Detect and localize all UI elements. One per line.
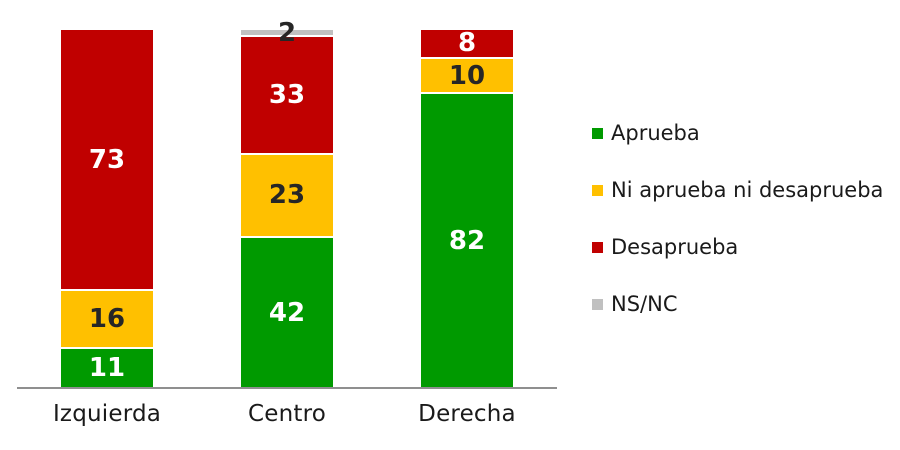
segment-aprueba: 82 [421,94,513,388]
plot-area: 11 16 73 42 23 33 2 82 10 8 [17,20,557,388]
segment-desaprueba: 73 [61,30,153,292]
segment-aprueba: 11 [61,348,153,388]
legend-swatch-ni-aprueba-ni-desaprueba [592,184,603,196]
bar-centro: 42 23 33 2 [241,20,333,388]
legend-swatch-ns-nc [592,298,603,310]
segment-ns-nc: 2 [241,20,333,46]
legend-swatch-aprueba [592,127,603,139]
x-axis-line [17,387,557,389]
value-label-ns-nc-centro: 2 [277,17,297,48]
value-label-desaprueba-derecha: 8 [457,28,477,59]
bar-izquierda: 11 16 73 [61,30,153,388]
value-label-desaprueba-centro: 33 [268,80,306,111]
legend: Aprueba Ni aprueba ni desaprueba Desaprueb… [592,121,883,349]
segment-ni-aprueba-ni-desaprueba: 16 [61,291,153,349]
legend-item-ns-nc: NS/NC [592,292,883,316]
value-label-ni-aprueba-ni-desaprueba-derecha: 10 [448,60,486,91]
legend-label-aprueba: Aprueba [611,121,700,145]
value-label-ni-aprueba-ni-desaprueba-centro: 23 [268,180,306,211]
segment-desaprueba: 33 [241,37,333,156]
bar-derecha: 82 10 8 [421,30,513,388]
x-axis-label-centro: Centro [247,401,327,427]
legend-item-desaprueba: Desaprueba [592,235,883,259]
legend-item-aprueba: Aprueba [592,121,883,145]
legend-label-ns-nc: NS/NC [611,292,678,316]
segment-desaprueba: 8 [421,30,513,59]
value-label-aprueba-centro: 42 [268,297,306,328]
segment-ni-aprueba-ni-desaprueba: 10 [421,58,513,95]
x-axis-label-izquierda: Izquierda [52,401,162,427]
value-label-aprueba-izquierda: 11 [88,353,126,384]
segment-aprueba: 42 [241,237,333,388]
legend-label-ni-aprueba-ni-desaprueba: Ni aprueba ni desaprueba [611,178,884,202]
legend-label-desaprueba: Desaprueba [611,235,739,259]
legend-item-ni-aprueba-ni-desaprueba: Ni aprueba ni desaprueba [592,178,883,202]
legend-swatch-desaprueba [592,241,603,253]
x-axis-label-derecha: Derecha [418,401,516,427]
value-label-aprueba-derecha: 82 [448,226,486,257]
value-label-desaprueba-izquierda: 73 [88,144,126,175]
value-label-ni-aprueba-ni-desaprueba-izquierda: 16 [88,303,126,334]
segment-ni-aprueba-ni-desaprueba: 23 [241,155,333,238]
